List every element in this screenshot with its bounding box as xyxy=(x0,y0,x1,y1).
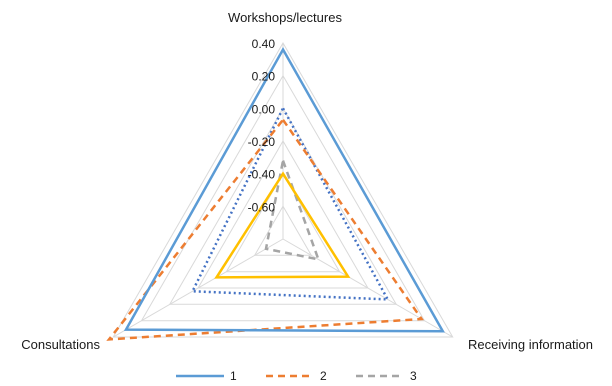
legend-label: 2 xyxy=(320,369,327,383)
grid-ring xyxy=(197,140,369,289)
radar-series xyxy=(106,46,445,341)
axis-label-right: Receiving information xyxy=(468,337,593,352)
grid-ring xyxy=(225,172,341,273)
tick-label: -0.60 xyxy=(248,200,276,214)
series-line-1 xyxy=(123,46,445,333)
legend-label: 3 xyxy=(410,369,417,383)
legend: 1 2 3 xyxy=(176,369,417,383)
tick-label: -0.20 xyxy=(248,135,276,149)
tick-label: -0.40 xyxy=(248,168,276,182)
axis-label-left: Consultations xyxy=(21,337,100,352)
series-line-5 xyxy=(214,171,351,279)
grid-spoke xyxy=(282,238,453,338)
grid-ring xyxy=(140,74,426,322)
tick-label: 0.00 xyxy=(252,102,276,116)
tick-label: 0.40 xyxy=(252,37,276,51)
tick-label: 0.20 xyxy=(252,70,276,84)
series-line-3 xyxy=(264,155,321,262)
radar-tick-labels: 0.40 0.20 0.00 -0.20 -0.40 -0.60 xyxy=(248,37,276,214)
radar-grid xyxy=(112,41,454,338)
series-line-4 xyxy=(190,105,390,301)
series-line-2 xyxy=(106,117,424,341)
axis-label-top: Workshops/lectures xyxy=(228,10,342,25)
legend-label: 1 xyxy=(230,369,237,383)
grid-ring xyxy=(253,205,313,256)
grid-ring xyxy=(168,107,398,305)
grid-spoke xyxy=(113,238,284,338)
grid-ring xyxy=(112,41,454,338)
